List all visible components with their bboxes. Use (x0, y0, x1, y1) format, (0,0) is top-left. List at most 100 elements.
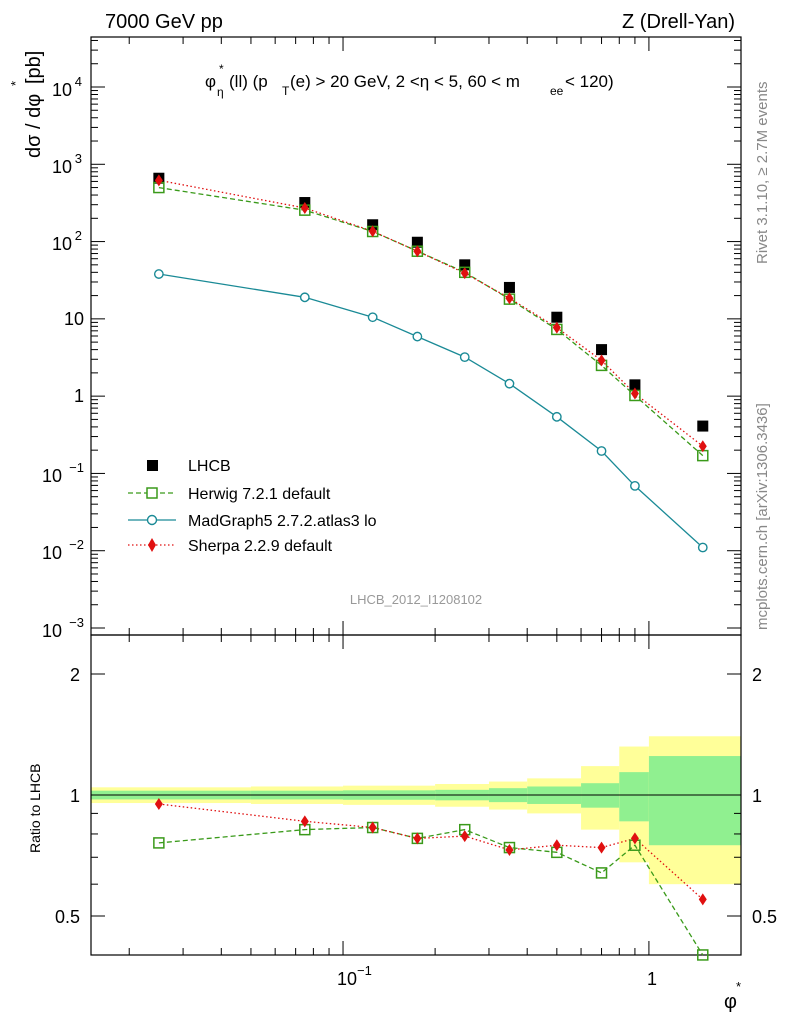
lhcb-point (629, 379, 641, 391)
herwig-line (158, 186, 704, 457)
ratio-ytick-1: 1 (70, 786, 80, 806)
sherpa-point (154, 174, 163, 187)
title-ll: (ll) (p (229, 72, 268, 91)
ytick-1e-2-base: 10 (42, 543, 62, 563)
title-ee: ee (550, 84, 564, 98)
legend-marker-lhcb (147, 460, 158, 471)
legend-label-madgraph: MadGraph5 2.7.2.atlas3 lo (188, 513, 377, 530)
madgraph-point (367, 312, 378, 323)
madgraph-point (551, 411, 562, 422)
sherpa-point (368, 225, 377, 238)
ytick-1e-2-exp: −2 (69, 537, 84, 552)
title-T: T (282, 84, 290, 98)
title-rest2: < 120) (565, 72, 614, 91)
ytick-1e3-base: 10 (52, 157, 72, 177)
madgraph-point (697, 542, 708, 553)
ytick-1e-3-exp: −3 (69, 615, 84, 630)
legend-marker-sherpa (148, 538, 156, 552)
uncertainty-band-green (619, 772, 649, 822)
madgraph-point (153, 269, 164, 279)
title-phi: φ (205, 72, 216, 91)
y-ticklabels-main: 10 −3 10 −2 10 −1 1 10 10 2 10 3 10 4 (42, 74, 84, 641)
sherpa-ratio-point (368, 821, 377, 834)
y-ratio-label: Ratio to LHCB (27, 764, 43, 853)
header-right: Z (Drell-Yan) (622, 11, 735, 33)
y-main-star: * (8, 81, 23, 86)
plot-title: φ * η (ll) (p T (e) > 20 GeV, 2 <η < 5, … (205, 62, 614, 99)
x-axis-label-star: * (736, 979, 741, 994)
xtick-0.1-base: 10 (337, 969, 357, 989)
sherpa-ratio-point (460, 830, 469, 843)
sherpa-point (630, 387, 639, 400)
sherpa-ratio-point (505, 843, 514, 856)
ratio-bands (91, 736, 741, 885)
madgraph-point (596, 446, 607, 456)
x-ticklabels: 10 −1 1 (337, 963, 657, 989)
ytick-1e3-exp: 3 (75, 151, 82, 166)
header-left: 7000 GeV pp (105, 11, 223, 33)
legend: LHCB Herwig 7.2.1 default MadGraph5 2.7.… (128, 458, 377, 555)
mcplots-label-text: mcplots.cern.ch [arXiv:1306.3436] (754, 403, 771, 630)
ratio-ytick-0.5: 0.5 (55, 907, 80, 927)
y-main-unit: [pb] (23, 51, 45, 84)
sherpa-point (698, 440, 707, 453)
xtick-1: 1 (647, 969, 657, 989)
lhcb-point (411, 236, 423, 248)
sherpa-ratio-point (154, 797, 163, 810)
madgraph-line (158, 273, 704, 548)
sherpa-ratio-point (597, 841, 606, 854)
lhcb-point (551, 311, 563, 323)
sherpa-point (597, 354, 606, 367)
ratio-ticks (91, 635, 742, 955)
uncertainty-band-green (648, 756, 741, 846)
herwig-ratio-point (595, 867, 608, 879)
sherpa-point (460, 267, 469, 280)
legend-label-lhcb: LHCB (188, 458, 231, 475)
rivet-label-svg: Rivet 3.1.10, ≥ 2.7M events (754, 82, 771, 265)
sherpa-ratio-point (300, 815, 309, 828)
legend-marker-madgraph (146, 514, 158, 526)
lhcb-point (697, 420, 709, 432)
sherpa-ratio-point (552, 839, 561, 852)
y-main-label: dσ / dφ (23, 94, 45, 158)
x-axis-label: φ (724, 991, 737, 1013)
sherpa-point (300, 201, 309, 214)
ytick-1e-1-base: 10 (42, 466, 62, 486)
rivet-label: Rivet 3.1.10, ≥ 2.7M events (749, 36, 773, 266)
legend-marker-herwig (146, 487, 158, 499)
xtick-0.1-exp: −1 (357, 963, 372, 978)
mcplots-label-svg: mcplots.cern.ch [arXiv:1306.3436] (754, 403, 771, 630)
ytick-1e2-exp: 2 (75, 228, 82, 243)
ytick-1: 1 (74, 386, 84, 406)
sherpa-ratio-point (630, 832, 639, 845)
analysis-watermark: LHCB_2012_I1208102 (350, 592, 482, 607)
title-eta: η (217, 85, 224, 99)
madgraph-point (412, 331, 423, 342)
madgraph-point (299, 292, 310, 303)
ratio-ytick-right-0.5: 0.5 (752, 907, 777, 927)
ratio-series (153, 797, 709, 961)
lhcb-point (503, 281, 515, 293)
y-axis-label-main: dσ / dφ * [pb] (8, 51, 45, 158)
ratio-ytick-right-1: 1 (752, 786, 762, 806)
title-star: * (219, 62, 224, 76)
sherpa-point (505, 292, 514, 305)
main-ticks (91, 37, 742, 635)
ratio-ytick-2: 2 (70, 665, 80, 685)
sherpa-ratio-point (698, 893, 707, 906)
legend-label-herwig: Herwig 7.2.1 default (188, 486, 331, 503)
herwig-ratio-line (158, 826, 704, 956)
ytick-1e2-base: 10 (52, 234, 72, 254)
mcplots-label: mcplots.cern.ch [arXiv:1306.3436] (749, 342, 773, 632)
herwig-ratio-point (697, 949, 709, 961)
madgraph-point (504, 378, 515, 389)
main-series (153, 172, 709, 553)
legend-label-sherpa: Sherpa 2.2.9 default (188, 538, 333, 555)
sherpa-ratio-line (158, 803, 704, 900)
ytick-1e4-exp: 4 (75, 74, 82, 89)
ytick-1e-1-exp: −1 (69, 460, 84, 475)
ytick-1e4-base: 10 (52, 80, 72, 100)
title-rest1: (e) > 20 GeV, 2 <η < 5, 60 < m (290, 72, 520, 91)
sherpa-ratio-point (413, 832, 422, 845)
